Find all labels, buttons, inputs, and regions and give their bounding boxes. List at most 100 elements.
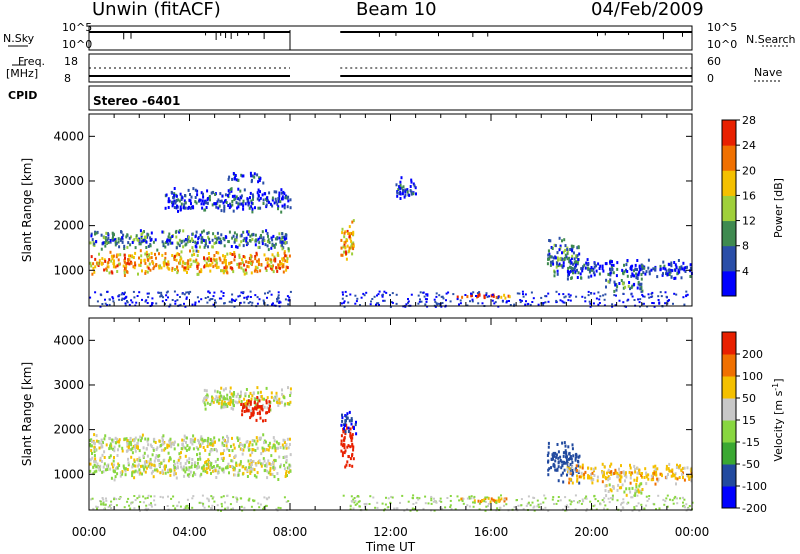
power-echo-cell bbox=[207, 258, 210, 262]
power-ground-cell bbox=[263, 300, 265, 303]
velocity-ground-cell bbox=[354, 503, 357, 506]
power-ground-cell bbox=[239, 301, 242, 304]
power-echo-cell bbox=[556, 262, 558, 266]
power-echo-cell bbox=[232, 270, 235, 274]
power-echo-cell bbox=[612, 271, 615, 275]
power-echo-cell bbox=[111, 257, 114, 261]
power-echo-cell bbox=[218, 256, 221, 260]
velocity-ground-cell bbox=[544, 506, 547, 509]
velocity-echo-cell bbox=[587, 466, 590, 470]
power-ground-cell bbox=[469, 300, 471, 303]
velocity-ground-cell bbox=[130, 502, 132, 505]
power-echo-cell bbox=[564, 253, 567, 257]
power-echo-cell bbox=[261, 230, 264, 234]
power-echo-cell bbox=[567, 274, 570, 278]
power-ground-cell bbox=[407, 300, 410, 303]
power-ground-cell bbox=[185, 296, 188, 299]
velocity-ground-cell bbox=[503, 498, 506, 501]
power-echo-cell bbox=[107, 265, 110, 269]
power-echo-cell bbox=[162, 261, 165, 265]
velocity-echo-cell bbox=[227, 439, 229, 443]
power-ground-cell bbox=[106, 290, 109, 293]
velocity-echo-cell bbox=[352, 448, 355, 452]
velocity-echo-cell bbox=[481, 499, 484, 503]
power-ground-cell bbox=[419, 298, 421, 301]
power-ground-cell bbox=[672, 302, 674, 305]
velocity-echo-cell bbox=[91, 452, 93, 455]
velocity-echo-cell bbox=[216, 390, 219, 394]
power-ground-cell bbox=[240, 291, 243, 294]
power-echo-cell bbox=[626, 270, 629, 273]
power-echo-cell bbox=[272, 270, 275, 274]
velocity-echo-cell bbox=[620, 475, 623, 479]
power-echo-cell bbox=[175, 199, 178, 203]
cpid-value: Stereo -6401 bbox=[93, 94, 181, 108]
nsearch-tick-top: 10^5 bbox=[707, 21, 738, 34]
velocity-echo-cell bbox=[341, 451, 344, 455]
velocity-echo-cell bbox=[270, 454, 273, 458]
velocity-ground-cell bbox=[283, 496, 286, 499]
power-ground-cell bbox=[249, 290, 252, 293]
power-echo-cell bbox=[601, 264, 604, 268]
power-echo-cell bbox=[568, 265, 571, 269]
power-echo-cell bbox=[571, 254, 574, 258]
velocity-echo-cell bbox=[274, 466, 277, 470]
power-echo-cell bbox=[149, 236, 152, 240]
velocity-echo-cell bbox=[194, 472, 197, 476]
velocity-ground-cell bbox=[663, 503, 666, 506]
power-ground-cell bbox=[509, 304, 512, 306]
velocity-echo-cell bbox=[552, 462, 555, 466]
velocity-ground-cell bbox=[128, 504, 131, 507]
power-echo-cell bbox=[259, 190, 261, 194]
power-ground-cell bbox=[544, 295, 547, 298]
velocity-ground-cell bbox=[496, 507, 499, 510]
velocity-echo-cell bbox=[584, 470, 587, 474]
power-ground-cell bbox=[598, 298, 601, 301]
velocity-echo-cell bbox=[207, 463, 210, 467]
velocity-echo-cell bbox=[638, 472, 641, 475]
velocity-echo-cell bbox=[188, 457, 191, 461]
velocity-echo-cell bbox=[341, 416, 344, 420]
velocity-echo-cell bbox=[90, 438, 93, 442]
velocity-echo-cell bbox=[126, 439, 129, 442]
power-echo-cell bbox=[174, 201, 177, 205]
velocity-echo-cell bbox=[590, 467, 593, 471]
power-echo-cell bbox=[179, 208, 182, 212]
power-echo-cell bbox=[206, 257, 209, 261]
velocity-echo-cell bbox=[251, 439, 254, 442]
power-echo-cell bbox=[554, 244, 557, 248]
velocity-ground-cell bbox=[527, 495, 530, 498]
velocity-echo-cell bbox=[477, 499, 480, 503]
power-echo-cell bbox=[142, 239, 145, 242]
power-echo-cell bbox=[241, 202, 244, 206]
power-echo-cell bbox=[103, 268, 106, 272]
power-echo-cell bbox=[211, 261, 214, 265]
velocity-echo-cell bbox=[223, 401, 226, 404]
velocity-ground-cell bbox=[146, 496, 149, 499]
power-echo-cell bbox=[584, 266, 587, 270]
power-echo-cell bbox=[251, 260, 254, 264]
power-echo-cell bbox=[675, 266, 678, 270]
velocity-echo-cell bbox=[262, 457, 265, 461]
power-ground-cell bbox=[599, 295, 602, 298]
power-echo-cell bbox=[195, 201, 198, 205]
velocity-echo-cell bbox=[285, 455, 288, 459]
power-ground-cell bbox=[518, 292, 521, 295]
power-ground-cell bbox=[169, 303, 172, 306]
power-echo-cell bbox=[639, 287, 642, 291]
velocity-ground-cell bbox=[603, 500, 605, 503]
power-ground-cell bbox=[441, 302, 444, 304]
velocity-echo-cell bbox=[94, 457, 97, 461]
velocity-echo-cell bbox=[569, 457, 572, 461]
velocity-ground-cell bbox=[685, 503, 688, 506]
power-echo-cell bbox=[235, 245, 237, 249]
velocity-ground-cell bbox=[520, 504, 523, 507]
power-echo-cell bbox=[677, 259, 680, 262]
velocity-echo-cell bbox=[147, 443, 150, 447]
velocity-ground-cell bbox=[207, 498, 210, 501]
velocity-echo-cell bbox=[275, 391, 278, 395]
velocity-ground-cell bbox=[657, 494, 660, 497]
velocity-echo-cell bbox=[206, 396, 209, 400]
velocity-echo-cell bbox=[614, 468, 617, 472]
nave-tick-bottom: 0 bbox=[707, 72, 714, 85]
